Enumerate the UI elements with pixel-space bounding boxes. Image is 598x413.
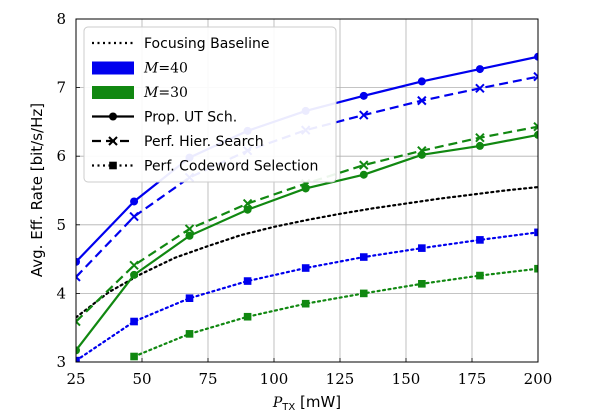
- legend: Focusing Baseline M=40 M=30 Prop. UT Sch. Pe…: [83, 26, 337, 183]
- data-point: [418, 279, 426, 288]
- x-tick-label: 25: [66, 370, 85, 388]
- legend-entry: M=30: [92, 85, 188, 101]
- data-point: [130, 197, 139, 206]
- data-point: [534, 130, 538, 139]
- legend-label: Focusing Baseline: [144, 36, 269, 52]
- legend-box: [83, 26, 337, 183]
- series-4: [76, 130, 538, 355]
- x-tick-label: 50: [132, 370, 151, 388]
- data-point: [359, 289, 368, 298]
- data-point: [301, 264, 310, 272]
- legend-label: M=30: [143, 85, 188, 101]
- y-axis-label: Avg. Eff. Rate [bit/s/Hz]: [28, 103, 46, 277]
- series-0: [76, 185, 538, 319]
- data-point: [130, 352, 138, 361]
- data-point: [418, 244, 426, 252]
- data-point: [243, 312, 252, 321]
- data-point: [533, 121, 538, 132]
- data-point: [359, 253, 368, 261]
- series-line: [132, 267, 538, 358]
- y-tick-label: 7: [56, 79, 66, 97]
- x-tick-label: 75: [198, 370, 217, 388]
- legend-label: M=40: [143, 61, 188, 77]
- x-axis-label-sub: TX: [281, 402, 295, 413]
- y-tick-label: 4: [56, 284, 66, 302]
- x-tick-label: 100: [260, 370, 289, 388]
- data-point: [475, 141, 484, 150]
- x-axis-label-unit: [mW]: [295, 393, 341, 411]
- data-point: [475, 83, 485, 93]
- data-point: [242, 198, 253, 209]
- data-point: [359, 110, 369, 120]
- data-point: [301, 299, 310, 308]
- plot-frame: [75, 18, 539, 363]
- legend-marker: [109, 112, 117, 121]
- data-point: [359, 160, 369, 170]
- data-point: [476, 271, 484, 280]
- legend-label: Perf. Codeword Selection: [144, 159, 318, 175]
- data-point: [417, 146, 427, 156]
- data-point: [76, 316, 81, 327]
- data-point: [476, 236, 484, 244]
- y-tick-label: 3: [56, 353, 66, 371]
- data-point: [185, 330, 194, 338]
- data-point: [359, 170, 368, 179]
- data-point: [129, 211, 139, 222]
- legend-label: Prop. UT Sch.: [144, 110, 237, 126]
- x-tick-label: 175: [458, 370, 487, 388]
- data-point: [359, 91, 368, 100]
- series-5: [76, 121, 538, 327]
- data-point: [243, 205, 252, 214]
- data-point: [76, 346, 80, 355]
- data-point: [185, 294, 194, 303]
- series-line: [76, 185, 538, 319]
- data-point: [534, 264, 538, 273]
- data-point: [243, 277, 252, 285]
- data-point: [184, 224, 195, 234]
- legend-swatch: [92, 61, 134, 75]
- legend-entry: Focusing Baseline: [92, 36, 269, 52]
- data-point: [185, 231, 194, 240]
- x-tick-label: 150: [392, 370, 421, 388]
- axes: 25 50 75 100 125 150 175 200 3 4 5 6 7 8: [56, 10, 552, 388]
- legend-entry: Prop. UT Sch.: [92, 110, 237, 126]
- legend-entry: Perf. Codeword Selection: [92, 159, 318, 175]
- series-6: [130, 264, 538, 361]
- data-point: [417, 95, 427, 106]
- series-line: [76, 75, 538, 278]
- data-point: [76, 272, 81, 282]
- data-point: [130, 317, 138, 326]
- data-point: [534, 228, 538, 237]
- series-line: [76, 231, 538, 362]
- data-point: [533, 71, 538, 82]
- data-point: [475, 65, 484, 74]
- data-point: [534, 52, 538, 61]
- x-axis-label: PTX [mW]: [272, 393, 341, 413]
- y-tick-label: 5: [56, 216, 66, 234]
- data-point: [130, 270, 139, 279]
- y-tick-label: 6: [56, 147, 66, 165]
- y-tick-label: 8: [56, 10, 66, 28]
- legend-swatch: [92, 86, 134, 99]
- legend-entry: Perf. Hier. Search: [92, 134, 264, 150]
- data-point: [417, 77, 426, 86]
- x-axis-label-main: P: [272, 395, 283, 411]
- legend-label: Perf. Hier. Search: [144, 134, 264, 150]
- legend-entry: M=40: [92, 61, 188, 77]
- data-point: [76, 257, 80, 266]
- x-tick-label: 125: [326, 370, 355, 388]
- data-point: [129, 260, 139, 270]
- legend-marker: [108, 136, 118, 146]
- data-point: [475, 132, 485, 143]
- data-point: [76, 356, 80, 362]
- legend-marker: [109, 161, 117, 170]
- series-3: [76, 228, 538, 362]
- x-tick-label: 200: [524, 370, 553, 388]
